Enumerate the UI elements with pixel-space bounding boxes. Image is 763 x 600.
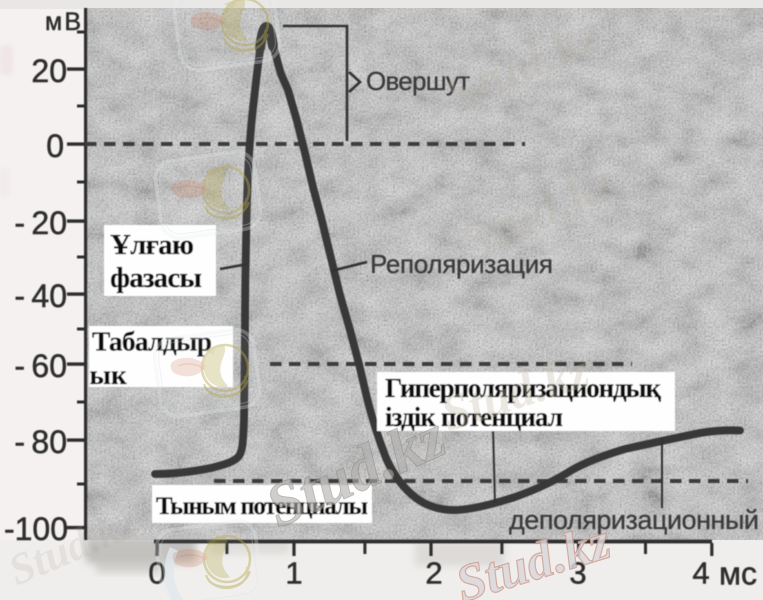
svg-text:4: 4 xyxy=(692,556,709,591)
svg-text:Овершут: Овершут xyxy=(366,66,470,96)
svg-text:Реполяризация: Реполяризация xyxy=(370,249,553,279)
svg-text:фазасы: фазасы xyxy=(110,262,202,294)
svg-text:0: 0 xyxy=(46,128,64,164)
svg-text:2: 2 xyxy=(425,556,442,591)
svg-text:ык: ык xyxy=(90,359,127,390)
svg-text:деполяризационный: деполяризационный xyxy=(509,505,759,535)
svg-text:- 80: - 80 xyxy=(14,424,67,460)
svg-text:20: 20 xyxy=(31,53,67,89)
svg-text:-100: -100 xyxy=(4,511,68,547)
svg-text:- 40: - 40 xyxy=(14,278,67,314)
svg-text:Тыным потенциалы: Тыным потенциалы xyxy=(156,493,368,520)
svg-text:- 20: - 20 xyxy=(14,205,67,241)
svg-text:Гиперполяризациондық: Гиперполяризациондық xyxy=(385,373,661,403)
svg-text:1: 1 xyxy=(285,556,302,591)
svg-text:мс: мс xyxy=(719,556,757,592)
svg-text:3: 3 xyxy=(569,556,586,591)
svg-text:- 60: - 60 xyxy=(14,348,67,384)
svg-text:іздік потенциал: іздік потенциал xyxy=(385,402,563,432)
